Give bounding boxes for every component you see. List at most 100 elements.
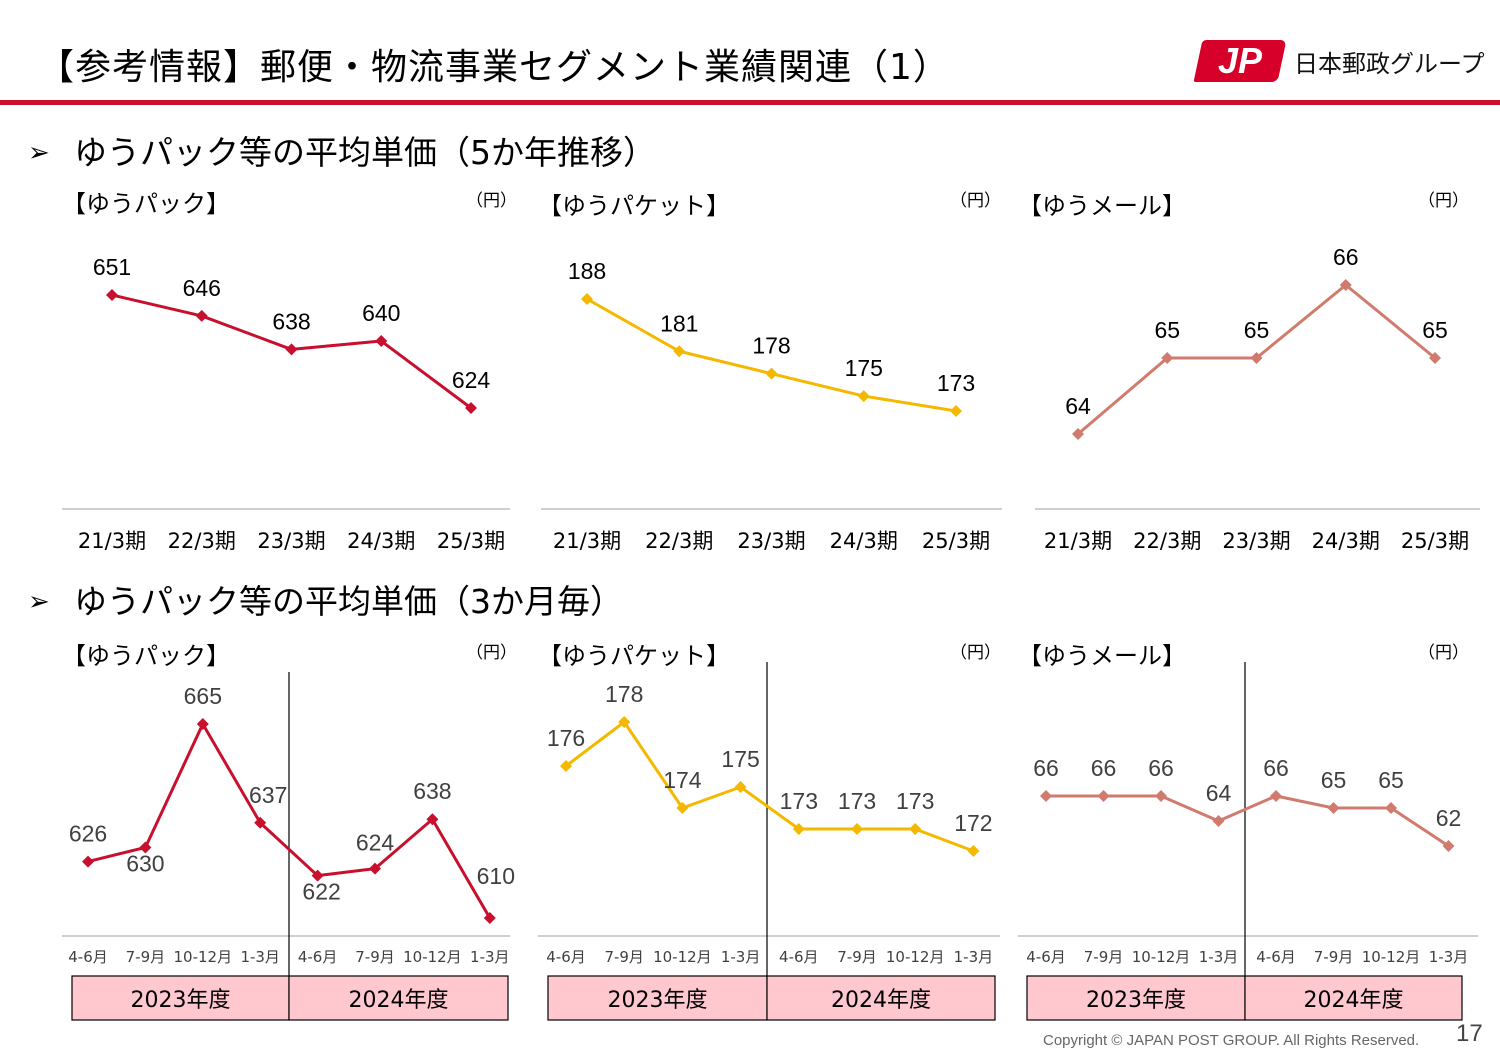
data-label: 181 <box>660 310 698 336</box>
data-label: 646 <box>183 275 221 301</box>
data-label: 626 <box>69 821 107 847</box>
data-label: 66 <box>1148 755 1174 781</box>
x-tick-label: 22/3期 <box>1133 529 1201 553</box>
data-point-marker <box>1072 428 1084 440</box>
section-heading-quarterly: ➢ ゆうパック等の平均単価（3か月毎） <box>28 582 623 621</box>
data-point-marker <box>1327 802 1340 814</box>
x-tick-label: 4-6月 <box>546 948 586 966</box>
data-label: 640 <box>362 300 400 326</box>
data-point-marker <box>1155 790 1167 802</box>
data-label: 651 <box>93 254 131 280</box>
data-point-marker <box>792 823 805 835</box>
x-tick-label: 25/3期 <box>922 529 990 553</box>
unit-label: （円） <box>1418 643 1469 663</box>
data-label: 65 <box>1244 317 1270 343</box>
x-tick-label: 10-12月 <box>1362 948 1421 966</box>
page-title: 【参考情報】郵便・物流事業セグメント業績関連（1） <box>38 47 950 88</box>
data-point-marker <box>106 289 118 301</box>
x-tick-label: 24/3期 <box>347 529 415 553</box>
data-label: 173 <box>937 370 975 396</box>
x-tick-label: 1-3月 <box>470 948 510 966</box>
x-tick-label: 21/3期 <box>1044 529 1112 553</box>
data-label: 175 <box>721 746 759 772</box>
data-point-marker <box>618 716 631 728</box>
x-tick-label: 7-9月 <box>1084 948 1124 966</box>
x-tick-label: 1-3月 <box>954 948 994 966</box>
data-point-marker <box>765 367 778 380</box>
data-label: 630 <box>126 850 164 876</box>
data-point-marker <box>857 390 870 403</box>
x-tick-label: 1-3月 <box>1199 948 1239 966</box>
x-tick-label: 4-6月 <box>779 948 819 966</box>
fiscal-year-box <box>547 975 768 1021</box>
x-tick-label: 25/3期 <box>1401 529 1469 553</box>
data-label: 66 <box>1091 755 1117 781</box>
x-tick-label: 10-12月 <box>174 948 233 966</box>
data-point-marker <box>676 802 689 814</box>
x-tick-label: 22/3期 <box>645 529 713 553</box>
fiscal-year-box <box>1026 975 1246 1021</box>
x-tick-label: 7-9月 <box>604 948 644 966</box>
data-label: 624 <box>356 830 395 856</box>
x-tick-label: 21/3期 <box>78 529 146 553</box>
x-tick-label: 4-6月 <box>68 948 108 966</box>
chart-title-yupack-quarterly: 【ゆうパック】 <box>62 642 230 670</box>
fiscal-year-label: 2023年度 <box>131 988 231 1013</box>
data-label: 65 <box>1422 317 1448 343</box>
data-label: 638 <box>272 308 310 334</box>
data-label: 665 <box>184 683 222 709</box>
data-point-marker <box>311 869 324 882</box>
unit-label: （円） <box>950 643 1001 663</box>
data-label: 172 <box>954 810 992 836</box>
data-point-marker <box>1429 352 1441 364</box>
chart-title-yupack-annual: 【ゆうパック】 <box>62 190 230 218</box>
fiscal-year-label: 2024年度 <box>1304 988 1404 1013</box>
data-point-marker <box>139 841 152 854</box>
data-point-marker <box>426 813 439 826</box>
data-point-marker <box>483 912 496 924</box>
data-point-marker <box>1442 840 1455 852</box>
fiscal-year-label: 2023年度 <box>608 988 708 1013</box>
data-label: 66 <box>1033 755 1059 781</box>
data-point-marker <box>1270 790 1282 802</box>
data-point-marker <box>851 823 863 835</box>
data-label: 622 <box>302 879 340 905</box>
data-point-marker <box>1040 790 1052 802</box>
x-tick-label: 21/3期 <box>553 529 621 553</box>
fiscal-year-box <box>288 975 509 1021</box>
series-line <box>1046 794 1450 848</box>
data-point-marker <box>1250 352 1263 364</box>
unit-label: （円） <box>466 191 517 211</box>
data-label: 178 <box>605 681 643 707</box>
data-point-marker <box>1161 352 1174 364</box>
fiscal-year-label: 2023年度 <box>1086 988 1186 1013</box>
data-point-marker <box>673 345 686 358</box>
data-point-marker <box>909 823 922 835</box>
data-label: 66 <box>1333 244 1359 270</box>
x-tick-label: 23/3期 <box>737 529 805 553</box>
data-point-marker <box>734 781 747 793</box>
data-point-marker <box>254 816 267 829</box>
fiscal-year-label: 2024年度 <box>349 988 449 1013</box>
japan-post-logo: JP 日本郵政グループ <box>1193 38 1498 84</box>
data-label: 65 <box>1378 767 1404 793</box>
arrow-bullet-icon: ➢ <box>28 587 50 617</box>
x-tick-label: 25/3期 <box>437 529 505 553</box>
data-point-marker <box>1385 802 1397 814</box>
data-point-marker <box>1339 279 1352 291</box>
data-point-marker <box>560 760 572 772</box>
unit-label: （円） <box>1418 191 1469 211</box>
data-label: 637 <box>249 782 287 808</box>
data-label: 638 <box>413 778 451 804</box>
page-number: 17 <box>1456 1020 1483 1047</box>
data-point-marker <box>195 309 208 322</box>
unit-label: （円） <box>950 191 1001 211</box>
fiscal-year-box <box>1244 975 1463 1021</box>
arrow-bullet-icon: ➢ <box>28 138 50 168</box>
fiscal-year-box <box>766 975 996 1021</box>
data-point-marker <box>375 335 388 348</box>
fiscal-year-label: 2024年度 <box>831 988 931 1013</box>
x-tick-label: 4-6月 <box>1026 948 1066 966</box>
data-label: 173 <box>896 788 934 814</box>
